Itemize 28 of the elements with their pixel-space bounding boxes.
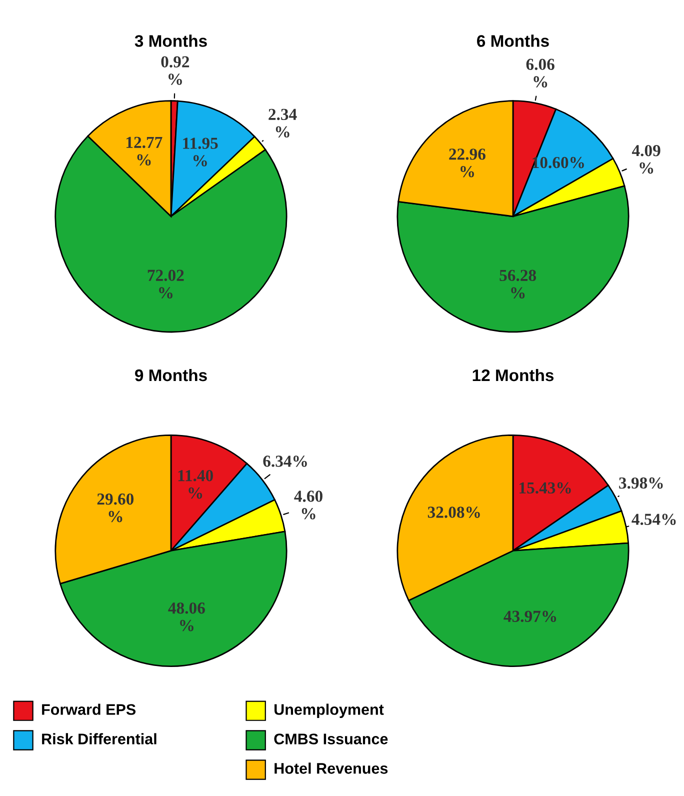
- data-label: 43.97%: [504, 610, 556, 622]
- data-label: 56.28 %: [500, 270, 536, 299]
- data-label: 2.34 %: [268, 108, 297, 138]
- data-label: 22.96 %: [449, 148, 486, 178]
- data-label: 4.60 %: [294, 490, 322, 520]
- legend-label: Forward EPS: [42, 704, 136, 715]
- data-label: 6.34%: [263, 456, 307, 467]
- data-label: 32.08%: [428, 506, 480, 518]
- data-label: 29.60 %: [97, 493, 134, 522]
- legend-label: CMBS Issuance: [274, 734, 388, 744]
- legend-label: Unemployment: [274, 704, 384, 718]
- chart-title: 12 Months: [472, 368, 554, 382]
- data-label: 11.95 %: [183, 138, 218, 166]
- data-label: 0.92 %: [161, 56, 190, 85]
- data-label: 6.06 %: [526, 58, 554, 88]
- data-label: 4.54%: [632, 514, 676, 526]
- chart-title: 6 Months: [477, 34, 549, 47]
- data-label: 3.98%: [619, 477, 663, 489]
- legend-label: Risk Differential: [42, 733, 156, 744]
- data-label: 48.06 %: [168, 602, 205, 632]
- data-label: 4.09 %: [632, 144, 660, 174]
- chart-title: 3 Months: [134, 34, 207, 47]
- legend-label: Hotel Revenues: [274, 762, 388, 774]
- data-label: 11.40 %: [178, 470, 213, 499]
- data-label: 15.43%: [520, 482, 571, 494]
- data-label: 12.77 %: [126, 136, 162, 166]
- data-label: 72.02 %: [148, 270, 184, 298]
- chart-title: 9 Months: [135, 368, 207, 382]
